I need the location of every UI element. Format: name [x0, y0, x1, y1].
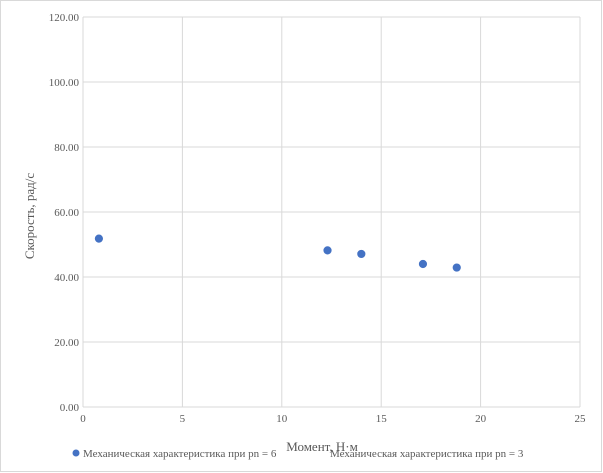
series-1-point-1: [94, 234, 104, 243]
x-tick-label-0: 0: [80, 413, 86, 425]
x-tick-label-1: 5: [180, 413, 186, 425]
y-tick-label-6: 120.00: [49, 12, 80, 24]
x-tick-label-5: 25: [575, 413, 587, 425]
x-axis-label: Момент, Н·м: [286, 439, 358, 454]
y-axis-label: Скорость, рад/с: [22, 173, 37, 260]
x-tick-label-4: 20: [475, 413, 487, 425]
x-tick-label-2: 10: [276, 413, 288, 425]
y-tick-label-3: 60.00: [54, 207, 79, 219]
legend-item-series-1: Механическая характеристика при pn = 6: [72, 448, 277, 460]
legend: Механическая характеристика при pn = 6 М…: [72, 448, 524, 460]
y-tick-labels: 0.00 20.00 40.00 60.00 80.00 100.00 120.00: [49, 12, 80, 414]
legend-label-series-1: Механическая характеристика при pn = 6: [83, 448, 277, 460]
x-tick-labels: 0 5 10 15 20 25: [80, 413, 586, 425]
series-1-point-2: [323, 246, 332, 255]
legend-marker-series-1: [72, 449, 80, 457]
grid-lines: [82, 16, 581, 408]
legend-label-series-2: Механическая характеристика при pn = 3: [330, 448, 524, 460]
legend-item-series-2: Механическая характеристика при pn = 3: [330, 448, 524, 460]
y-tick-label-1: 20.00: [54, 337, 79, 349]
y-tick-label-0: 0.00: [60, 402, 80, 414]
x-tick-label-3: 15: [376, 413, 388, 425]
series-1-point-4: [418, 259, 428, 269]
series-1-point-5: [452, 263, 461, 272]
y-tick-label-4: 80.00: [54, 142, 79, 154]
y-tick-label-5: 100.00: [49, 77, 80, 89]
data-points: [94, 234, 461, 272]
y-tick-label-2: 40.00: [54, 272, 79, 284]
series-1-point-3: [357, 249, 366, 259]
